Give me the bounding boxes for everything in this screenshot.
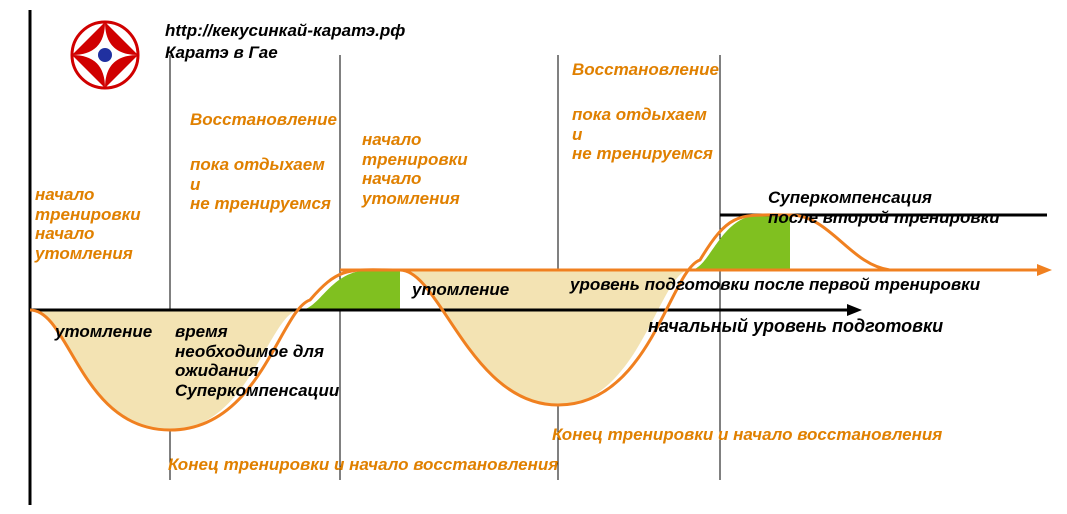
label-recover1_sub: пока отдыхаемине тренируемся [190,155,331,214]
label-level1: уровень подготовки после первой трениров… [570,275,980,295]
label-super2: Суперкомпенсацияпосле второй тренировки [768,188,1000,227]
label-fatigue2: утомление [412,280,509,300]
supercomp-region-1 [300,270,400,310]
header-subtitle: Каратэ в Гае [165,42,405,64]
header-block: http://кекусинкай-каратэ.рфКаратэ в Гае [165,20,405,64]
baseline-arrow [847,304,862,316]
label-recover2_title: Восстановление [572,60,719,80]
label-start1: началотренировкиначалоутомления [35,185,141,263]
label-baseline: начальный уровень подготовки [648,316,943,337]
label-wait: времянеобходимое дляожиданияСуперкомпенс… [175,322,339,400]
label-end1: Конец тренировки и начало восстановления [168,455,558,475]
header-url: http://кекусинкай-каратэ.рф [165,20,405,42]
label-recover2_sub: пока отдыхаемине тренируемся [572,105,713,164]
label-fatigue1: утомление [55,322,152,342]
level1-arrow [1037,264,1052,276]
label-end2: Конец тренировки и начало восстановления [552,425,942,445]
label-recover1_title: Восстановление [190,110,337,130]
label-start2: началотренировкиначалоутомления [362,130,468,208]
kyokushin-logo [72,22,138,88]
